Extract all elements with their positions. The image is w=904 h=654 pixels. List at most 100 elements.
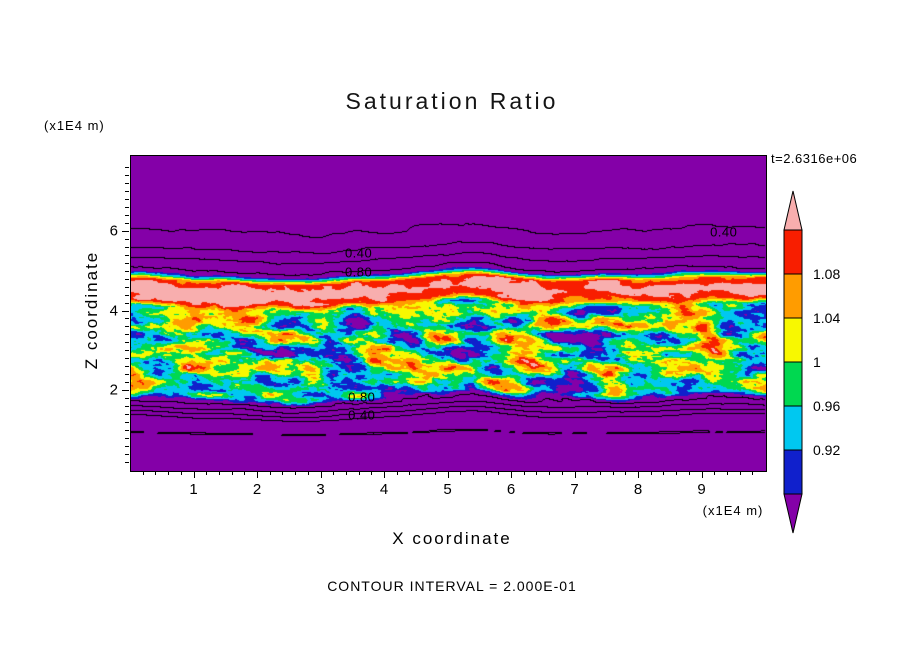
z-tick-label: 4 [109,302,118,319]
z-tick-label: 2 [109,381,118,399]
x-minor-tick [650,471,652,475]
x-tick-label: 5 [443,481,452,498]
z-minor-tick [125,454,129,456]
contour-label: 0.40 [344,245,373,261]
colorbar-arrow-top [783,190,803,231]
z-minor-tick [125,374,129,376]
z-minor-tick [125,342,129,344]
x-minor-tick [295,471,297,475]
z-minor-tick [125,174,129,176]
x-minor-tick [371,471,373,475]
x-minor-tick [676,471,678,475]
x-tick-label: 2 [252,481,262,498]
colorbar-label: 1.08 [813,266,841,282]
z-minor-tick [125,438,129,440]
z-axis-unit-label: (x1E4 m) [44,118,105,133]
colorbar-band [783,317,803,363]
z-minor-tick [125,182,129,184]
colorbar-band [783,273,803,319]
x-minor-tick [536,471,538,475]
x-minor-tick [549,471,551,475]
x-minor-tick [333,471,335,475]
z-minor-tick [125,430,129,432]
x-tick-label: 1 [189,481,198,498]
colorbar-band [783,229,803,275]
z-minor-tick [125,222,129,224]
contour-label: 0.40 [348,407,376,423]
x-minor-tick [422,471,424,475]
x-major-tick [574,471,576,478]
z-minor-tick [125,286,129,288]
z-axis-label: Z coordinate [82,250,101,370]
z-minor-tick [125,270,129,272]
x-minor-tick [434,471,436,475]
z-minor-tick [125,366,129,368]
x-minor-tick [612,471,614,475]
x-tick-label: 6 [506,481,516,498]
z-minor-tick [125,214,129,216]
z-minor-tick [125,382,129,384]
z-major-tick [122,390,129,392]
z-minor-tick [125,350,129,352]
z-minor-tick [125,326,129,328]
z-minor-tick [125,414,129,416]
x-minor-tick [561,471,563,475]
x-minor-tick [168,471,170,475]
x-minor-tick [206,471,208,475]
z-minor-tick [125,446,129,448]
x-major-tick [701,471,703,478]
time-annotation: t=2.6316e+06 [771,151,858,166]
z-minor-tick [125,334,129,336]
z-minor-tick [125,406,129,408]
x-minor-tick [155,471,157,475]
contour-label: 0.40 [710,224,738,240]
x-minor-tick [485,471,487,475]
x-minor-tick [688,471,690,475]
colorbar-label: 1 [813,354,821,370]
colorbar-label: 0.96 [813,398,841,414]
x-major-tick [447,471,449,478]
z-minor-tick [125,190,129,192]
z-major-tick [122,230,129,232]
colorbar-band [783,405,803,451]
x-minor-tick [726,471,728,475]
x-minor-tick [714,471,716,475]
colorbar-band [783,361,803,407]
z-minor-tick [125,398,129,400]
x-tick-label: 9 [697,481,706,498]
x-tick-label: 8 [633,481,643,498]
x-minor-tick [244,471,246,475]
x-minor-tick [625,471,627,475]
x-major-tick [384,471,385,478]
x-tick-label: 3 [316,481,325,498]
x-minor-tick [307,471,309,475]
x-tick-label: 4 [379,481,389,498]
z-minor-tick [125,198,129,200]
z-minor-tick [125,294,129,296]
x-minor-tick [142,471,144,475]
x-axis-label: X coordinate [392,529,512,548]
x-minor-tick [231,471,233,475]
x-major-tick [257,471,258,478]
z-minor-tick [125,238,129,240]
z-minor-tick [125,254,129,256]
x-major-tick [193,471,195,478]
x-minor-tick [218,471,220,475]
contour-interval-note: CONTOUR INTERVAL = 2.000E-01 [327,578,577,594]
z-minor-tick [125,166,129,168]
contour-label: 0.80 [348,389,376,405]
x-minor-tick [587,471,589,475]
colorbar [783,190,803,534]
x-minor-tick [345,471,347,475]
x-minor-tick [269,471,271,475]
x-minor-tick [358,471,360,475]
x-major-tick [511,471,512,478]
x-minor-tick [663,471,665,475]
x-minor-tick [460,471,462,475]
x-axis-unit-label: (x1E4 m) [702,503,764,518]
z-minor-tick [125,206,129,208]
x-minor-tick [396,471,398,475]
z-minor-tick [125,278,129,280]
x-minor-tick [599,471,601,475]
